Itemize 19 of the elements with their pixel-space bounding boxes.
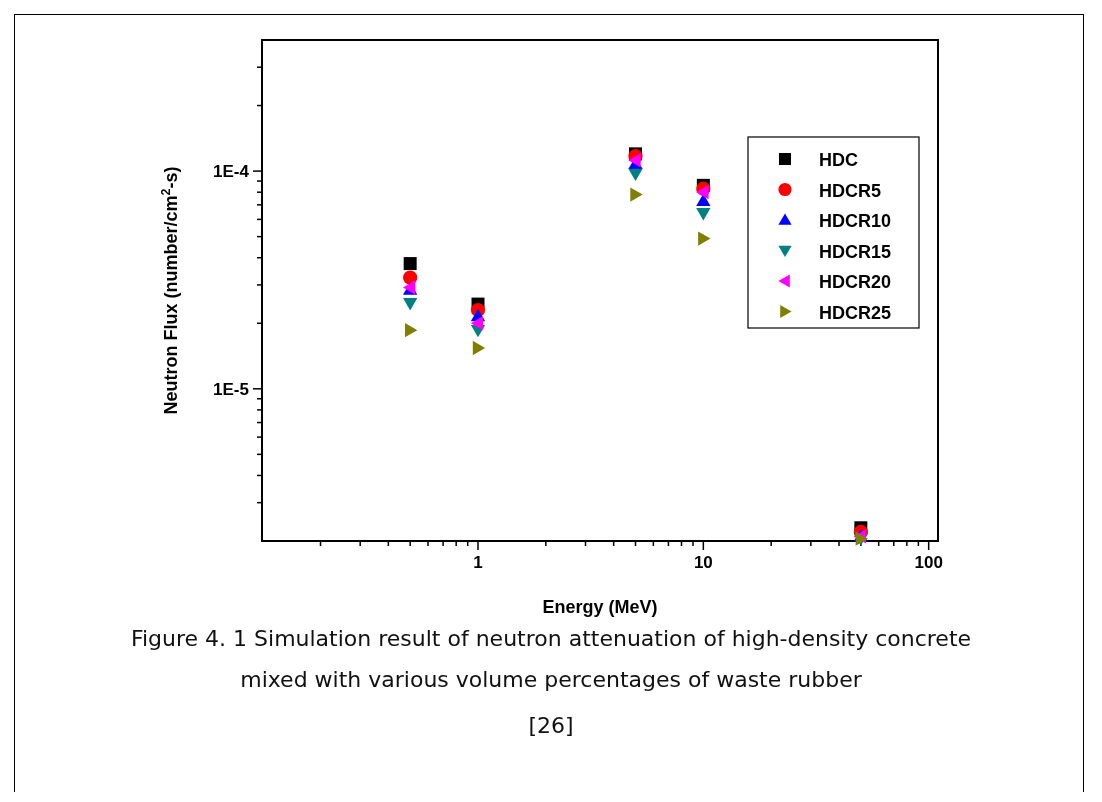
legend-label: HDCR20 xyxy=(819,272,892,292)
x-tick-label: 1 xyxy=(473,553,483,572)
caption: Figure 4. 1 Simulation result of neutron attenuation of high-density concrete mixed with various volume percentages of waste rubber xyxy=(130,625,972,694)
text: [26] xyxy=(527,712,575,740)
point xyxy=(403,257,417,271)
point xyxy=(630,187,643,202)
y-tick-label: 1E-5 xyxy=(213,379,249,399)
legend-label: HDCR25 xyxy=(819,302,892,323)
point xyxy=(628,168,643,182)
x-tick-label: 10 xyxy=(693,553,713,572)
x-tick-label: 100 xyxy=(914,553,943,572)
y-tick-label: 1E-4 xyxy=(213,162,250,182)
point xyxy=(404,322,418,338)
x-axis-title: Energy (MeV) xyxy=(542,597,658,617)
legend-label: HDCR10 xyxy=(819,211,892,231)
legend-label: HDCR5 xyxy=(819,180,882,201)
legend-label: HDC xyxy=(819,150,858,170)
point xyxy=(403,298,418,311)
legend-label: HDCR15 xyxy=(819,241,892,262)
